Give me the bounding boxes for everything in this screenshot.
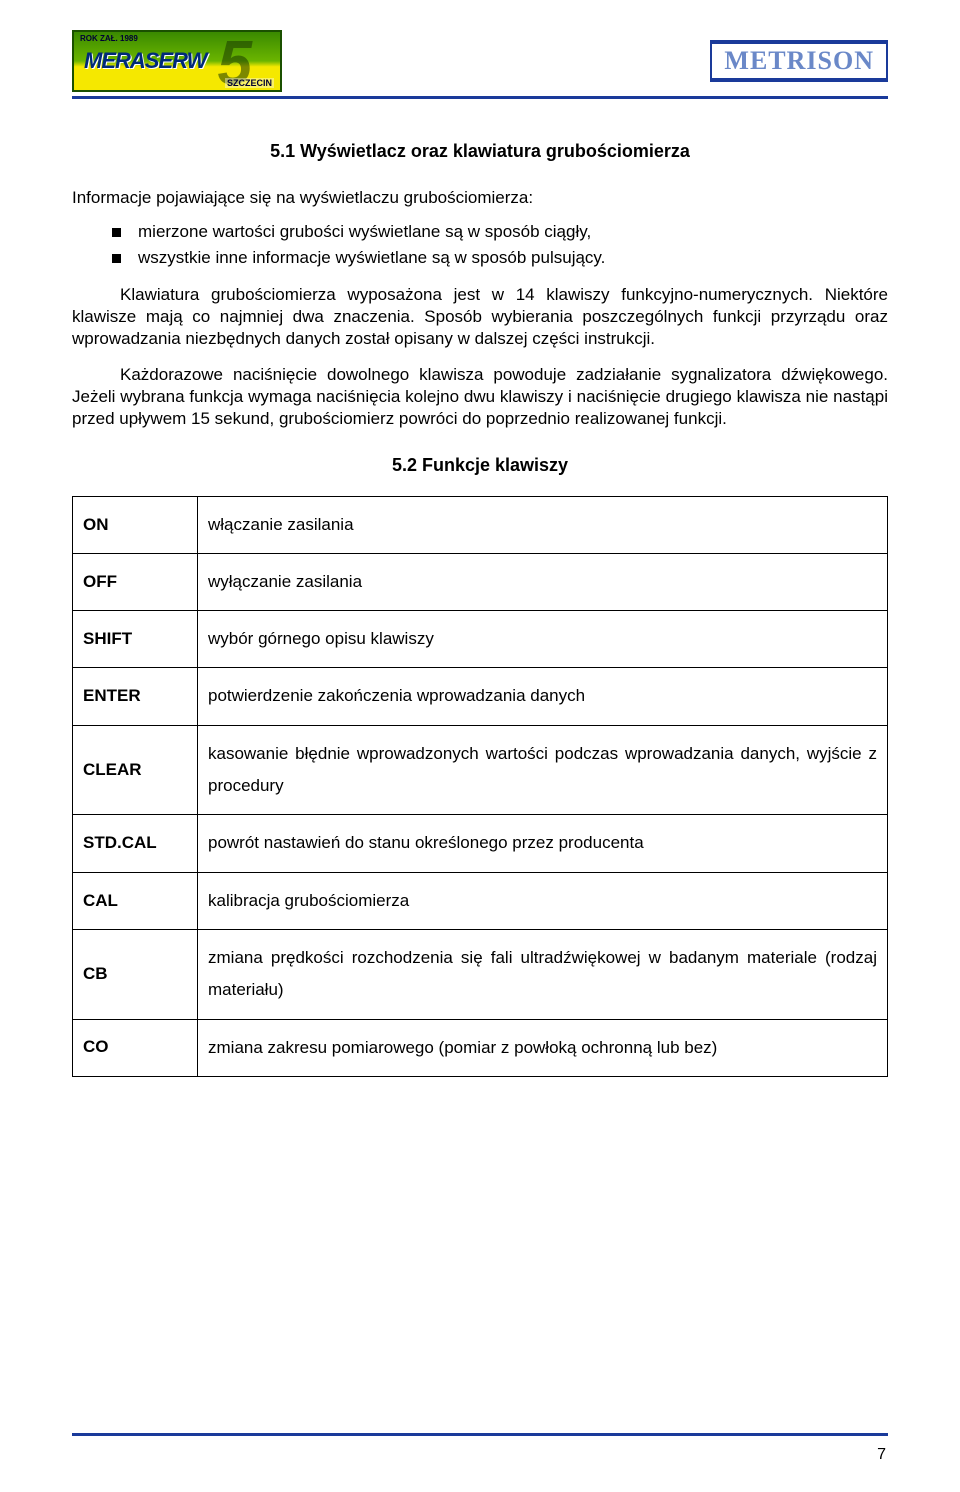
table-row: CBzmiana prędkości rozchodzenia się fali… [73,929,888,1019]
function-desc-cell: wybór górnego opisu klawiszy [198,611,888,668]
paragraph-2: Każdorazowe naciśnięcie dowolnego klawis… [72,364,888,430]
section-5-1-title: 5.1 Wyświetlacz oraz klawiatura grubości… [72,141,888,162]
function-desc-cell: zmiana zakresu pomiarowego (pomiar z pow… [198,1019,888,1076]
footer-divider [72,1433,888,1436]
function-desc-cell: kasowanie błędnie wprowadzonych wartości… [198,725,888,815]
page-header: ROK ZAŁ. 1989 MERASERW 5 SZCZECIN METRIS… [72,30,888,92]
logo-left-name: MERASERW [84,48,206,74]
function-key-cell: STD.CAL [73,815,198,872]
function-desc-cell: włączanie zasilania [198,496,888,553]
table-row: OFFwyłączanie zasilania [73,553,888,610]
logo-meraserw: ROK ZAŁ. 1989 MERASERW 5 SZCZECIN [72,30,282,92]
list-item: wszystkie inne informacje wyświetlane są… [112,248,888,268]
function-key-cell: SHIFT [73,611,198,668]
table-row: CLEARkasowanie błędnie wprowadzonych war… [73,725,888,815]
function-desc-cell: kalibracja grubościomierza [198,872,888,929]
logo-metrison: METRISON [710,40,888,82]
table-row: COzmiana zakresu pomiarowego (pomiar z p… [73,1019,888,1076]
table-row: ONwłączanie zasilania [73,496,888,553]
function-key-cell: ENTER [73,668,198,725]
logo-right-name: METRISON [724,46,874,75]
paragraph-1: Klawiatura grubościomierza wyposażona je… [72,284,888,350]
logo-big-five-icon: 5 [218,28,252,99]
function-desc-cell: wyłączanie zasilania [198,553,888,610]
page-number: 7 [877,1446,886,1464]
function-key-cell: OFF [73,553,198,610]
table-row: SHIFTwybór górnego opisu klawiszy [73,611,888,668]
table-row: ENTERpotwierdzenie zakończenia wprowadza… [73,668,888,725]
function-key-cell: CO [73,1019,198,1076]
function-key-cell: CB [73,929,198,1019]
header-divider [72,96,888,99]
function-desc-cell: potwierdzenie zakończenia wprowadzania d… [198,668,888,725]
function-key-cell: CLEAR [73,725,198,815]
section-5-2-title: 5.2 Funkcje klawiszy [72,455,888,476]
table-row: CALkalibracja grubościomierza [73,872,888,929]
logo-established-text: ROK ZAŁ. 1989 [80,34,138,43]
function-key-cell: CAL [73,872,198,929]
list-item: mierzone wartości grubości wyświetlane s… [112,222,888,242]
functions-table: ONwłączanie zasilaniaOFFwyłączanie zasil… [72,496,888,1077]
function-desc-cell: zmiana prędkości rozchodzenia się fali u… [198,929,888,1019]
logo-city-text: SZCZECIN [225,78,274,88]
function-desc-cell: powrót nastawień do stanu określonego pr… [198,815,888,872]
intro-text: Informacje pojawiające się na wyświetlac… [72,188,888,208]
bullet-list: mierzone wartości grubości wyświetlane s… [112,222,888,268]
table-row: STD.CALpowrót nastawień do stanu określo… [73,815,888,872]
function-key-cell: ON [73,496,198,553]
